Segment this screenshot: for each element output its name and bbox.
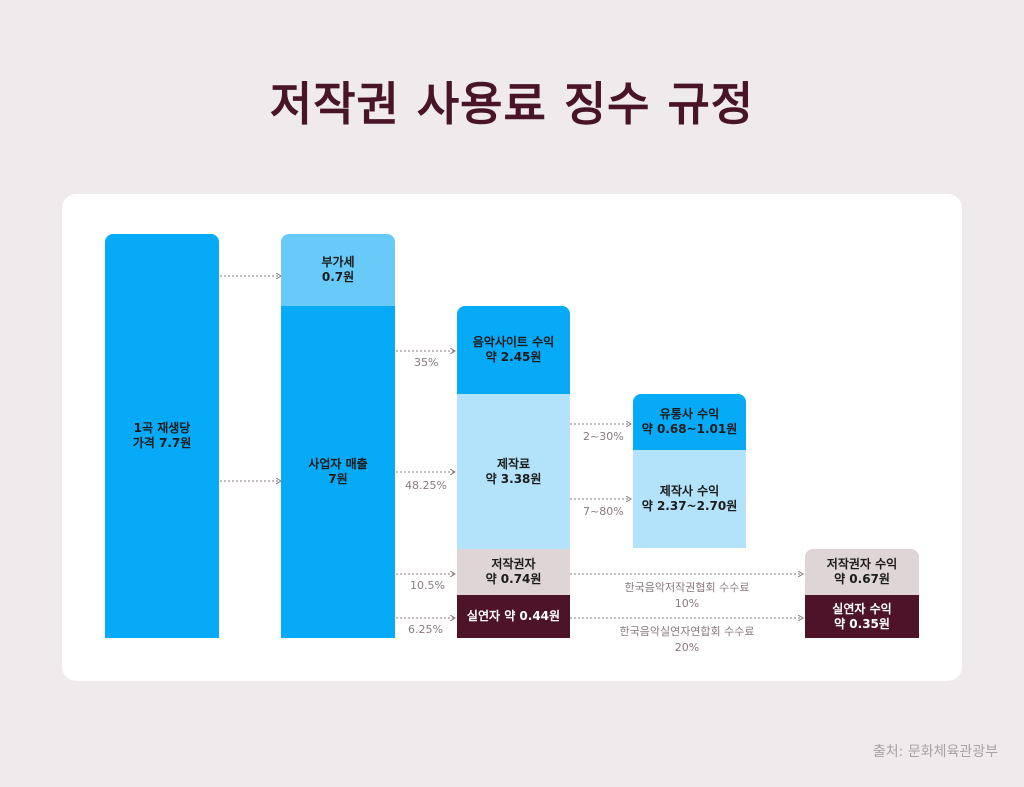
production-value: 약 3.38원 — [485, 471, 542, 486]
fkmp-fee-name: 한국음악실연자연합회 수수료 — [619, 625, 755, 638]
fkmp-fee-rate: 20% — [674, 641, 700, 654]
production-percentage: 48.25% — [405, 479, 447, 492]
performer-percentage: 6.25% — [408, 623, 443, 636]
distributor-revenue-box: 유통사 수익 약 0.68~1.01원 — [633, 394, 746, 450]
price-label: 1곡 재생당 — [133, 421, 191, 435]
copyright-label: 저작권자 — [491, 557, 536, 571]
copyright-holder-income-box: 저작권자 수익 약 0.67원 — [805, 549, 919, 595]
connector-lines — [220, 194, 962, 681]
vat-value: 0.7원 — [321, 270, 355, 284]
price-value: 가격 7.7원 — [132, 436, 192, 450]
producer-percentage: 7~80% — [583, 505, 624, 518]
performer-income-label: 실연자 수익 — [832, 601, 892, 616]
site-label: 음악사이트 수익 — [472, 335, 555, 349]
performer-box: 실연자 약 0.44원 — [457, 595, 570, 638]
komca-fee-rate: 10% — [674, 597, 700, 610]
producer-label: 제작사 수익 — [659, 484, 720, 498]
business-sales-box: 사업자 매출 7원 — [281, 306, 395, 638]
vat-label: 부가세 — [321, 255, 355, 269]
komca-fee-name: 한국음악저작권협회 수수료 — [624, 581, 750, 594]
page-title: 저작권 사용료 징수 규정 — [269, 77, 755, 131]
fkmp-fee-note: 한국음악실연자연합회 수수료 20% — [597, 624, 777, 656]
source-credit: 출처: 문화체육관광부 — [872, 744, 998, 760]
producer-value: 약 2.37~2.70원 — [641, 499, 738, 513]
copyright-value: 약 0.74원 — [485, 572, 542, 586]
site-percentage: 35% — [414, 356, 439, 369]
copyright-percentage: 10.5% — [410, 579, 445, 592]
sales-value: 7원 — [328, 472, 348, 486]
sales-label: 사업자 매출 — [308, 457, 368, 471]
music-site-revenue-box: 음악사이트 수익 약 2.45원 — [457, 306, 570, 394]
performer-income-box: 실연자 수익 약 0.35원 — [805, 595, 919, 638]
production-fee-box: 제작료 약 3.38원 — [457, 394, 570, 549]
copyright-income-label: 저작권자 수익 — [826, 557, 898, 571]
site-value: 약 2.45원 — [485, 350, 542, 364]
vat-box: 부가세 0.7원 — [281, 234, 395, 306]
komca-fee-note: 한국음악저작권협회 수수료 10% — [602, 580, 772, 612]
copyright-holder-box: 저작권자 약 0.74원 — [457, 549, 570, 595]
price-per-play-box: 1곡 재생당 가격 7.7원 — [105, 234, 219, 638]
performer-label: 실연자 약 0.44원 — [466, 609, 561, 623]
production-label: 제작료 — [496, 456, 531, 471]
copyright-income-value: 약 0.67원 — [834, 572, 890, 586]
distributor-percentage: 2~30% — [583, 430, 624, 443]
diagram-card: 1곡 재생당 가격 7.7원 부가세 0.7원 사업자 매출 7원 음악사이트 … — [62, 194, 962, 681]
performer-income-value: 약 0.35원 — [834, 616, 890, 631]
distributor-value: 약 0.68~1.01원 — [641, 422, 738, 436]
producer-revenue-box: 제작사 수익 약 2.37~2.70원 — [633, 450, 746, 548]
distributor-label: 유통사 수익 — [659, 407, 720, 421]
